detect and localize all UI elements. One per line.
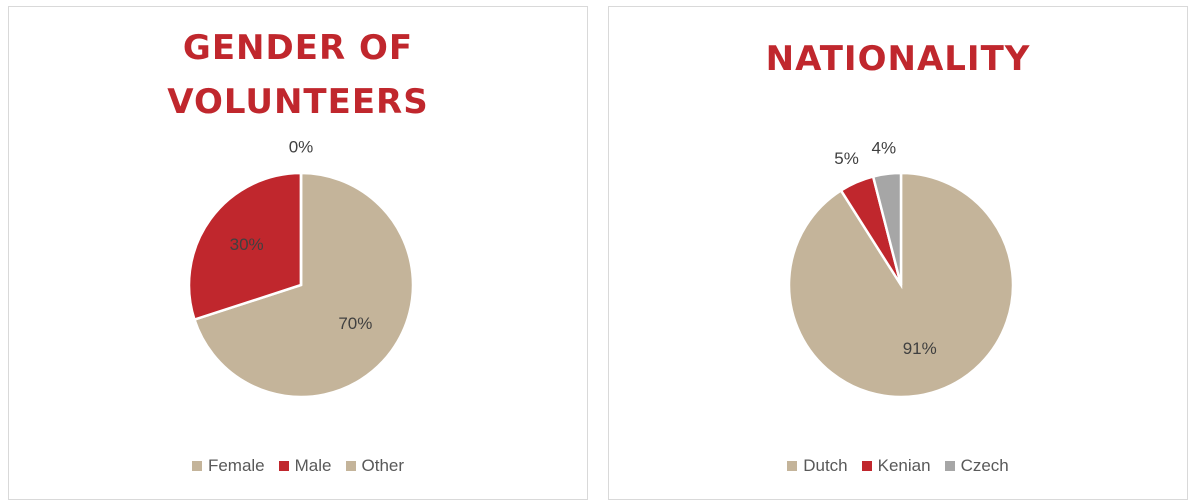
data-label: 4%	[872, 139, 897, 158]
legend-swatch	[191, 461, 202, 471]
legend: Dutch Kenian Czech	[609, 456, 1187, 476]
legend-label: Kenian	[877, 456, 931, 475]
pie-chart: 70% 30% 0%	[187, 137, 415, 399]
legend: Female Male Other	[9, 456, 587, 476]
legend-item: Other	[345, 456, 405, 476]
legend-item: Czech	[944, 456, 1009, 476]
chart-panel: GENDER OF VOLUNTEERS 70% 30% 0% Female Male Ot…	[8, 6, 588, 500]
legend-swatch	[944, 461, 955, 471]
legend-swatch	[278, 461, 289, 471]
chart-panel: NATIONALITY 91% 5% 4% Dutch Kenian Czech	[608, 6, 1188, 500]
legend-label: Czech	[960, 456, 1009, 475]
legend-item: Dutch	[787, 456, 848, 476]
legend-swatch	[787, 461, 798, 471]
data-label: 30%	[230, 235, 264, 254]
chart-title: NATIONALITY	[765, 39, 1031, 79]
data-label: 70%	[338, 314, 372, 333]
legend-label: Dutch	[803, 456, 848, 475]
legend-swatch	[861, 461, 872, 471]
data-label: 91%	[903, 339, 937, 358]
legend-item: Male	[278, 456, 332, 476]
legend-label: Other	[361, 456, 405, 475]
data-label: 0%	[289, 137, 314, 156]
data-label: 5%	[834, 149, 859, 168]
legend-item: Female	[191, 456, 265, 476]
pie-chart: 91% 5% 4%	[787, 139, 1015, 399]
legend-item: Kenian	[861, 456, 931, 476]
pie-slice	[187, 171, 303, 322]
legend-swatch	[345, 461, 356, 471]
pie-slice	[871, 171, 903, 286]
legend-label: Female	[207, 456, 265, 475]
chart-title: GENDER OF VOLUNTEERS	[167, 28, 429, 122]
pie-slice	[192, 171, 415, 399]
legend-label: Male	[294, 456, 332, 475]
